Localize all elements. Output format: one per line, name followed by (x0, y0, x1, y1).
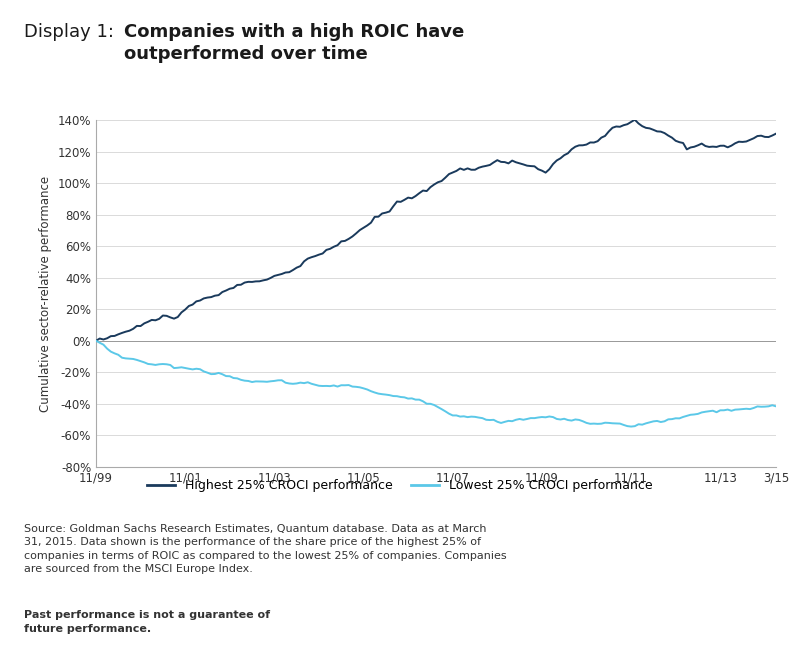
Text: Source: Goldman Sachs Research Estimates, Quantum database. Data as at March
31,: Source: Goldman Sachs Research Estimates… (24, 524, 506, 574)
Legend: Highest 25% CROCI performance, Lowest 25% CROCI performance: Highest 25% CROCI performance, Lowest 25… (142, 474, 658, 498)
Y-axis label: Cumulative sector-relative performance: Cumulative sector-relative performance (39, 175, 52, 412)
Text: Display 1:: Display 1: (24, 23, 120, 41)
Text: Companies with a high ROIC have
outperformed over time: Companies with a high ROIC have outperfo… (124, 23, 464, 63)
Text: Past performance is not a guarantee of
future performance.: Past performance is not a guarantee of f… (24, 610, 270, 634)
